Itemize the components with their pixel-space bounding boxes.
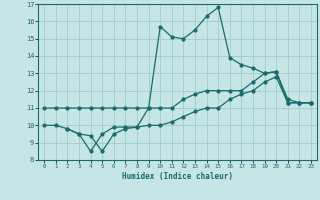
X-axis label: Humidex (Indice chaleur): Humidex (Indice chaleur): [122, 172, 233, 181]
